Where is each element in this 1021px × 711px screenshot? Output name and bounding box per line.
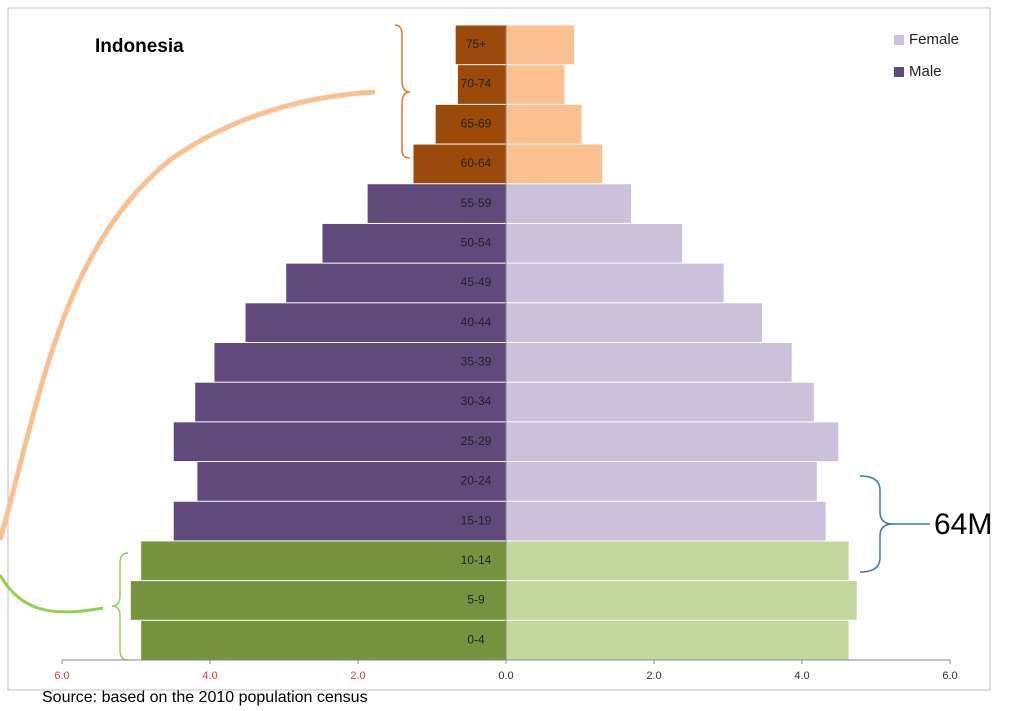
category-label: 55-59 — [461, 196, 492, 210]
bar — [506, 65, 565, 104]
x-tick-label: 6.0 — [942, 670, 957, 682]
legend-label: Male — [909, 63, 942, 80]
category-label: 60-64 — [461, 156, 492, 170]
bar — [506, 104, 582, 144]
bracket — [859, 475, 930, 573]
bar — [506, 263, 724, 303]
category-label: 50-54 — [461, 235, 492, 249]
bar — [435, 104, 506, 144]
category-label: 15-19 — [461, 513, 492, 527]
x-tick-label: 4.0 — [794, 670, 809, 682]
x-tick-label: 4.0 — [202, 670, 217, 682]
category-label: 25-29 — [461, 434, 492, 448]
legend-swatch — [894, 67, 904, 77]
chart-title: Indonesia — [95, 36, 184, 57]
bar — [322, 223, 506, 263]
x-tick-label: 2.0 — [646, 670, 661, 682]
x-tick-label: 6.0 — [54, 670, 69, 682]
x-tick-label: 0.0 — [498, 670, 513, 682]
x-tick-label: 2.0 — [350, 670, 365, 682]
bracket — [111, 552, 129, 661]
bar — [245, 303, 506, 342]
bar — [506, 462, 817, 501]
plot-area — [130, 25, 857, 660]
bar — [141, 620, 506, 660]
bracket — [394, 24, 411, 159]
legend-swatch — [894, 35, 904, 45]
category-label: 0-4 — [467, 632, 485, 646]
bar — [506, 144, 603, 184]
bar — [455, 25, 506, 65]
category-label: 5-9 — [467, 593, 485, 607]
bar — [286, 263, 506, 303]
bar — [197, 462, 507, 501]
bar — [506, 303, 763, 342]
category-label: 10-14 — [461, 553, 492, 567]
bar — [506, 541, 849, 581]
bar — [506, 501, 826, 541]
category-label: 70-74 — [461, 77, 492, 91]
annotation: 64M — [934, 508, 992, 541]
source-note: Source: based on the 2010 population cen… — [42, 689, 368, 706]
bar — [506, 382, 814, 422]
category-label: 30-34 — [461, 394, 492, 408]
highlight-curve — [0, 574, 104, 614]
category-label: 65-69 — [461, 116, 492, 130]
chart-border — [7, 7, 991, 691]
bar — [214, 343, 506, 382]
legend-label: Female — [909, 31, 959, 48]
category-label: 40-44 — [461, 315, 492, 329]
bar — [506, 620, 849, 660]
bar — [506, 184, 632, 223]
bar — [506, 422, 839, 462]
bar — [506, 223, 683, 263]
bar — [506, 25, 575, 65]
category-label: 20-24 — [461, 474, 492, 488]
category-label: 35-39 — [461, 355, 492, 369]
highlight-curve — [0, 89, 376, 541]
bar — [173, 422, 507, 462]
bar — [195, 382, 506, 422]
bar — [506, 343, 792, 382]
bar — [130, 581, 506, 620]
category-label: 75+ — [466, 37, 486, 51]
bar — [506, 581, 857, 620]
bar — [413, 144, 506, 184]
bar — [457, 65, 506, 104]
bar — [173, 501, 507, 541]
bar — [141, 541, 506, 581]
category-label: 45-49 — [461, 275, 492, 289]
bar — [367, 184, 506, 223]
